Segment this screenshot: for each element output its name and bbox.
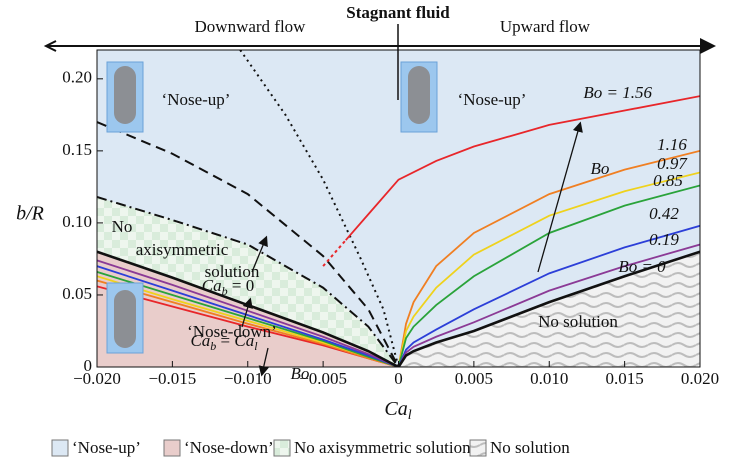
bo-curve: [397, 184, 700, 367]
x-tick-label: 0: [394, 369, 403, 388]
series-label: 1.16: [657, 135, 687, 154]
legend-label: ‘Nose-down’: [184, 438, 274, 457]
legend-label: No solution: [490, 438, 570, 457]
arrow: [241, 297, 253, 328]
y-tick-label: 0.05: [62, 284, 92, 303]
annotation: ‘Nose-down’: [187, 322, 277, 341]
bo-curve: [397, 149, 700, 367]
x-tick-label: −0.020: [73, 369, 121, 388]
x-axis-label: Cal: [384, 398, 411, 424]
arrow: [251, 235, 268, 273]
series-label: 0.42: [649, 204, 679, 223]
y-tick-label: 0.10: [62, 212, 92, 231]
bo-curve-lower: [97, 250, 400, 367]
x-tick-label: −0.015: [148, 369, 196, 388]
annotation: No solution: [538, 312, 618, 331]
header-left: Downward flow: [195, 17, 307, 36]
boundary-label: Cab = Cal: [190, 331, 258, 353]
annotation: solution: [205, 262, 260, 281]
x-axis-label-sub: l: [408, 408, 412, 423]
bubble-icons: [106, 61, 438, 354]
annotation: axisymmetric: [136, 240, 229, 259]
y-tick-label: 0.15: [62, 140, 92, 159]
label-rest: = 0: [228, 276, 255, 295]
label-main: Ca: [190, 331, 210, 350]
series-label: Bo = 0: [618, 257, 666, 276]
arrow: [258, 347, 269, 377]
label-main: Ca: [234, 331, 254, 350]
x-tick-label: 0.020: [681, 369, 719, 388]
series-label: 0.85: [653, 171, 683, 190]
y-tick-label: 0.20: [62, 68, 92, 87]
boundary-line: [239, 50, 400, 367]
series-label: 0.97: [657, 154, 688, 173]
no-axisymmetric-region: [97, 196, 399, 367]
x-tick-label: 0.005: [455, 369, 493, 388]
boundary-line: [97, 121, 400, 367]
flow-arrow-head: [43, 40, 57, 52]
x-axis-label-main: Ca: [384, 398, 407, 420]
header-right: Upward flow: [500, 17, 591, 36]
y-axis-label: b/R: [16, 203, 44, 225]
legend-label: ‘Nose-up’: [72, 438, 141, 457]
label-rest: =: [216, 331, 234, 350]
annotation: No: [112, 217, 133, 236]
label-main: Ca: [202, 276, 222, 295]
label-sub: b: [222, 284, 228, 298]
x-tick-label: −0.010: [224, 369, 272, 388]
bo-curve-lower: [97, 265, 399, 367]
bo-curve-lower: [97, 279, 399, 367]
bo-curve-lower: [97, 271, 399, 367]
legend-label: No axisymmetric solution: [294, 438, 471, 457]
bo-curve: [397, 243, 700, 367]
annotation: ‘Nose-up’: [458, 90, 527, 109]
bo-curve: [397, 250, 700, 367]
label-sub: l: [254, 339, 258, 353]
legend-swatch: [469, 439, 487, 457]
boundary-line: [97, 196, 400, 367]
x-tick-label: −0.005: [299, 369, 347, 388]
bo-curve-lower: [97, 259, 399, 367]
bo-curve: [345, 95, 700, 241]
bo-curve: [397, 224, 700, 367]
no-solution-region: [398, 251, 700, 367]
x-tick-label: 0.015: [606, 369, 644, 388]
boundary-label: Cab = 0: [202, 276, 254, 298]
bo-curve: [397, 171, 700, 367]
legend-swatch: [273, 439, 291, 457]
annotation: ‘Nose-up’: [162, 90, 231, 109]
series-label: 0.19: [649, 230, 679, 249]
annotation: Bo: [591, 159, 610, 178]
label-sub: b: [210, 339, 216, 353]
arrow: [537, 121, 583, 273]
legend-swatch: [163, 439, 181, 457]
y-tick-label: 0: [84, 356, 93, 375]
legend-swatch: [51, 439, 69, 457]
x-tick-label: 0.010: [530, 369, 568, 388]
series-label: Bo = 1.56: [583, 83, 652, 102]
annotation: Bo: [291, 364, 310, 383]
header-center: Stagnant fluid: [346, 3, 450, 22]
